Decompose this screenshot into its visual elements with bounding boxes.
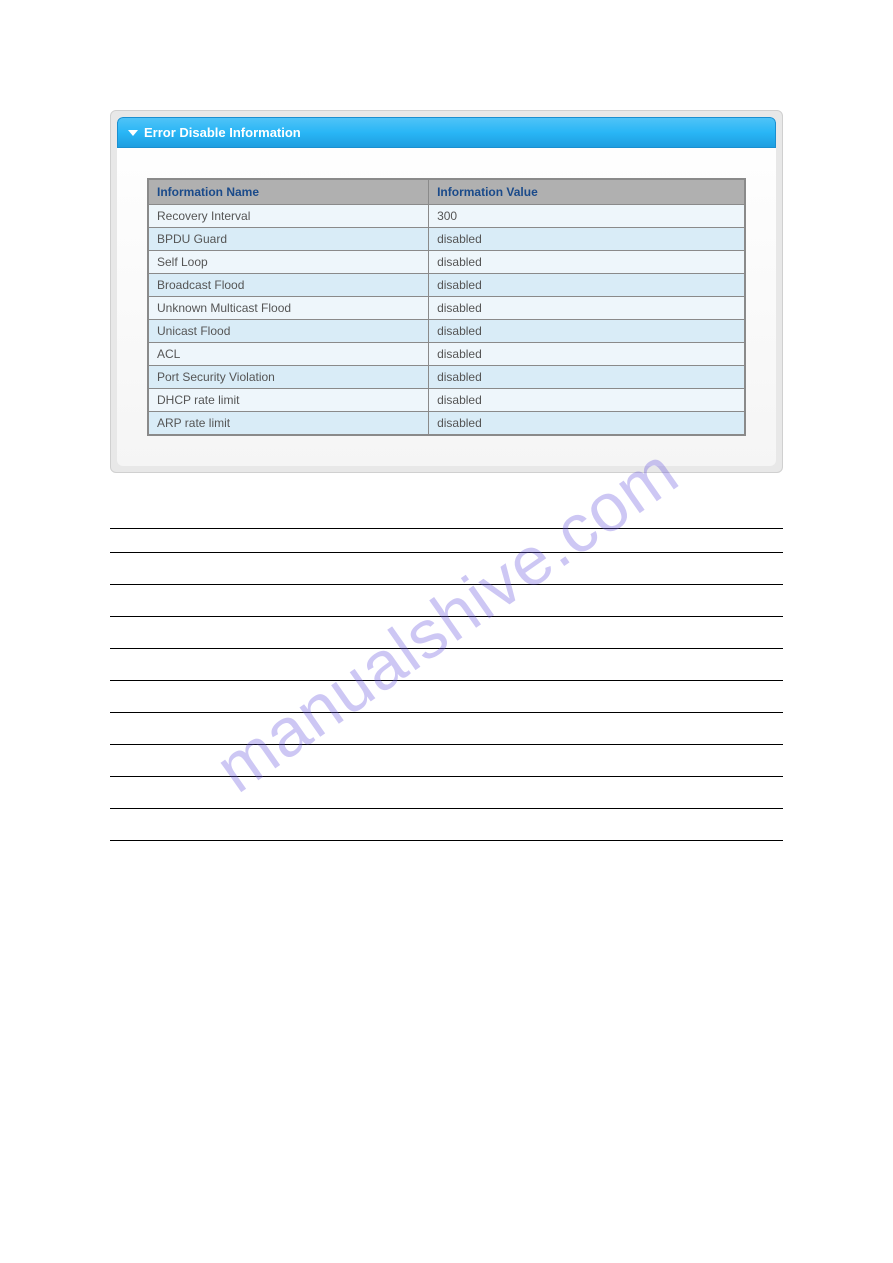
table-row: ACLdisabled [148, 343, 745, 366]
cell-value: disabled [429, 320, 745, 343]
cell-name: DHCP rate limit [148, 389, 429, 412]
cell-value: disabled [429, 251, 745, 274]
table-header-row: Information Name Information Value [148, 179, 745, 205]
def-row [110, 585, 783, 617]
cell-value: disabled [429, 274, 745, 297]
table-row: Broadcast Flooddisabled [148, 274, 745, 297]
def-row [110, 553, 783, 585]
cell-value: disabled [429, 412, 745, 436]
cell-value: disabled [429, 297, 745, 320]
cell-name: BPDU Guard [148, 228, 429, 251]
table-row: Unicast Flooddisabled [148, 320, 745, 343]
cell-name: Self Loop [148, 251, 429, 274]
table-row: Unknown Multicast Flooddisabled [148, 297, 745, 320]
inner-panel: Error Disable Information Information Na… [117, 117, 776, 466]
def-row [110, 649, 783, 681]
panel-body: Information Name Information Value Recov… [117, 148, 776, 466]
def-row [110, 681, 783, 713]
cell-value: disabled [429, 389, 745, 412]
cell-value: disabled [429, 366, 745, 389]
cell-value: disabled [429, 228, 745, 251]
col-header-name: Information Name [148, 179, 429, 205]
page-wrap: Error Disable Information Information Na… [0, 0, 893, 841]
table-row: DHCP rate limitdisabled [148, 389, 745, 412]
cell-name: Recovery Interval [148, 205, 429, 228]
panel-title: Error Disable Information [144, 125, 301, 140]
error-disable-table: Information Name Information Value Recov… [147, 178, 746, 436]
def-row [110, 745, 783, 777]
col-header-value: Information Value [429, 179, 745, 205]
outer-panel: Error Disable Information Information Na… [110, 110, 783, 473]
cell-name: Broadcast Flood [148, 274, 429, 297]
table-row: Self Loopdisabled [148, 251, 745, 274]
definition-table [110, 528, 783, 841]
table-row: Port Security Violationdisabled [148, 366, 745, 389]
table-body: Recovery Interval300 BPDU Guarddisabled … [148, 205, 745, 436]
table-row: BPDU Guarddisabled [148, 228, 745, 251]
cell-name: Port Security Violation [148, 366, 429, 389]
table-row: ARP rate limitdisabled [148, 412, 745, 436]
def-row [110, 529, 783, 553]
cell-value: disabled [429, 343, 745, 366]
chevron-down-icon [128, 130, 138, 136]
cell-name: ACL [148, 343, 429, 366]
panel-header[interactable]: Error Disable Information [117, 117, 776, 148]
cell-name: ARP rate limit [148, 412, 429, 436]
cell-value: 300 [429, 205, 745, 228]
def-row [110, 777, 783, 809]
table-row: Recovery Interval300 [148, 205, 745, 228]
cell-name: Unknown Multicast Flood [148, 297, 429, 320]
def-row [110, 617, 783, 649]
def-row [110, 809, 783, 841]
cell-name: Unicast Flood [148, 320, 429, 343]
def-row [110, 713, 783, 745]
def-row-end [110, 841, 783, 842]
